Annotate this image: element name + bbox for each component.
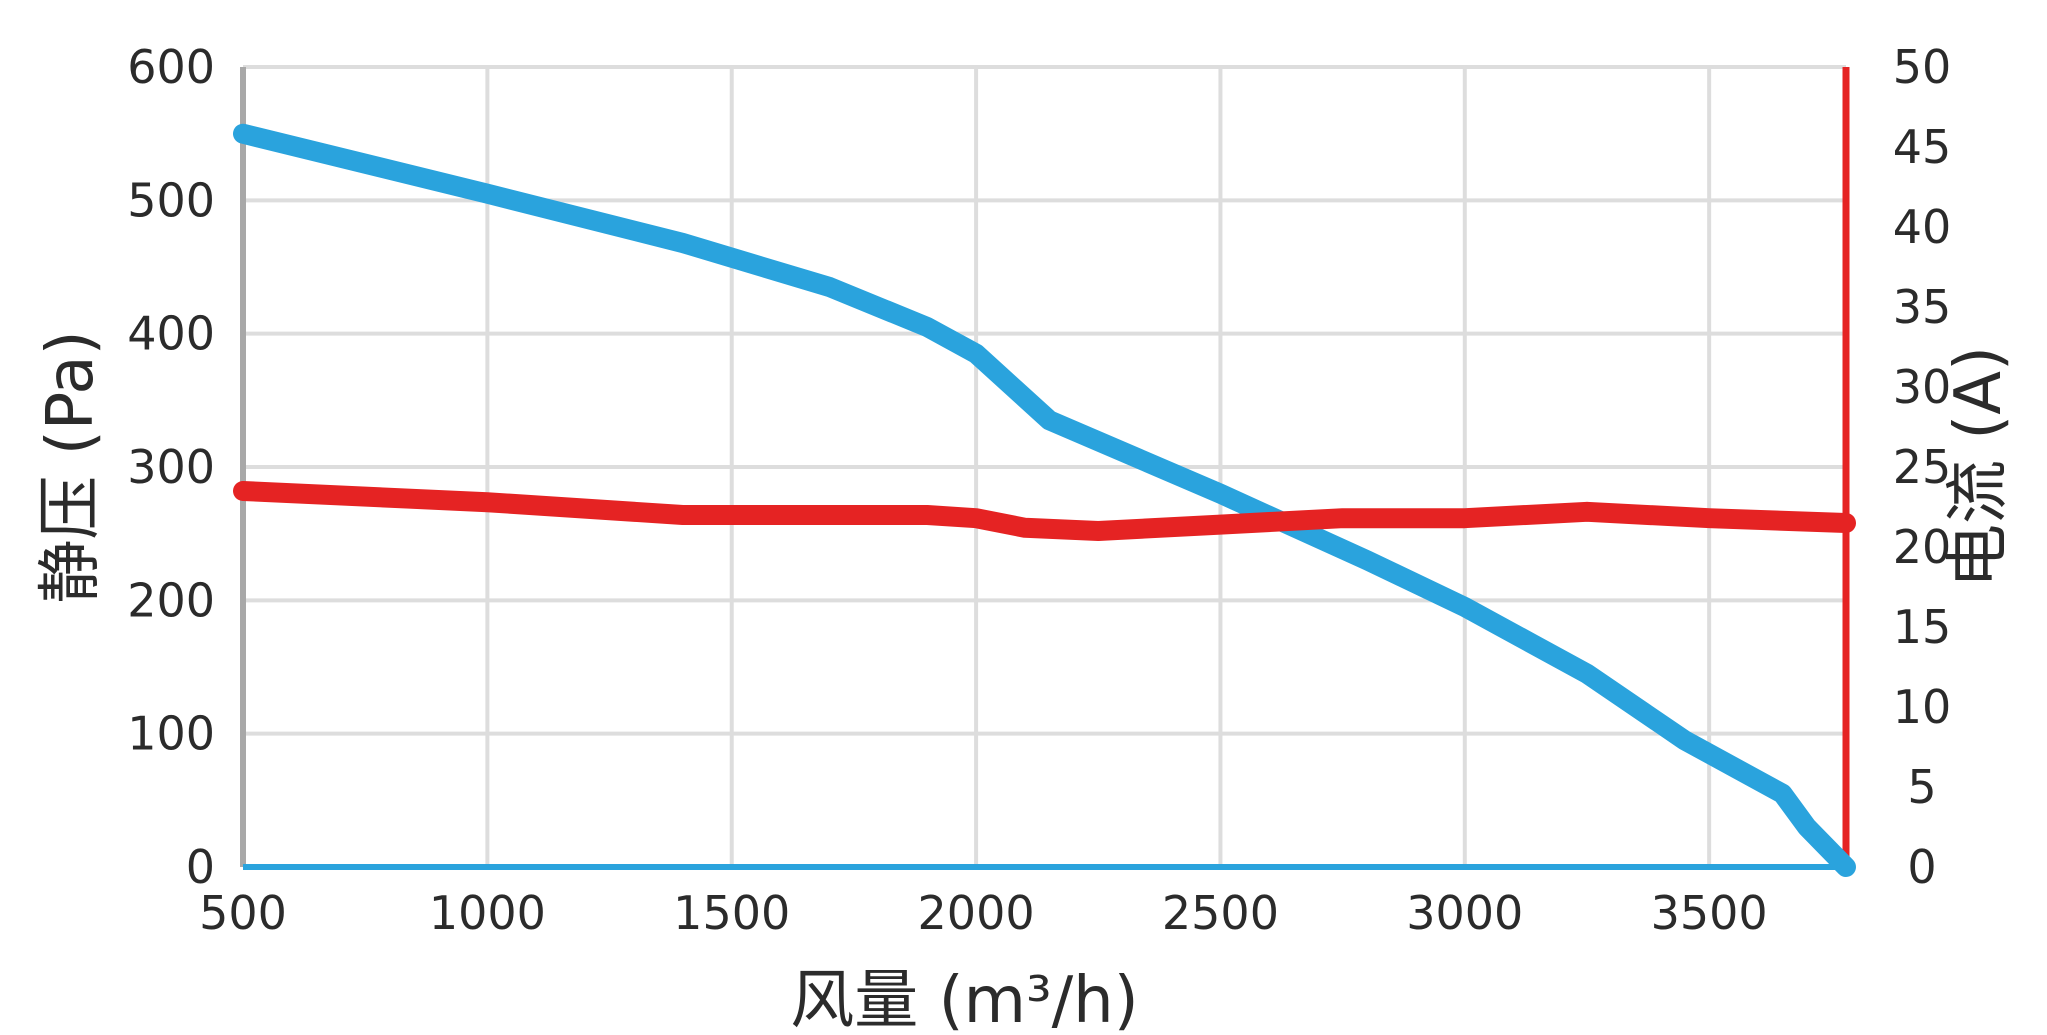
- y-right-tick-label: 35: [1893, 280, 1952, 334]
- x-tick-label: 3000: [1406, 886, 1523, 940]
- current-curve: [233, 481, 1856, 541]
- y-left-tick-label: 0: [186, 840, 215, 894]
- y-right-tick-label: 50: [1893, 40, 1952, 94]
- y-right-tick-label: 25: [1893, 440, 1952, 494]
- y-left-tick-label: 100: [127, 707, 215, 761]
- y-right-tick-label: 15: [1893, 600, 1952, 654]
- y-left-tick-label: 500: [127, 173, 215, 227]
- x-tick-label: 2000: [918, 886, 1035, 940]
- y-left-tick-label: 400: [127, 307, 215, 361]
- x-tick-label: 2500: [1162, 886, 1279, 940]
- y-left-axis-title: 静压 (Pa): [34, 330, 108, 603]
- x-tick-label: 3500: [1651, 886, 1768, 940]
- y-right-tick-label: 20: [1893, 520, 1952, 574]
- y-left-tick-label: 600: [127, 40, 215, 94]
- y-right-tick-label: 45: [1893, 120, 1952, 174]
- y-right-tick-label: 0: [1907, 840, 1936, 894]
- y-right-tick-label: 5: [1907, 760, 1936, 814]
- y-left-tick-label: 300: [127, 440, 215, 494]
- x-tick-label: 500: [199, 886, 287, 940]
- y-right-tick-label: 40: [1893, 200, 1952, 254]
- y-right-tick-label: 30: [1893, 360, 1952, 414]
- x-tick-label: 1500: [673, 886, 790, 940]
- static-pressure-curve: [233, 123, 1856, 877]
- y-right-tick-label: 10: [1893, 680, 1952, 734]
- x-axis-title: 风量 (m³/h): [790, 964, 1138, 1035]
- y-left-tick-label: 200: [127, 573, 215, 627]
- y-right-axis-title: 电流 (A): [1942, 346, 2016, 588]
- x-tick-label: 1000: [429, 886, 546, 940]
